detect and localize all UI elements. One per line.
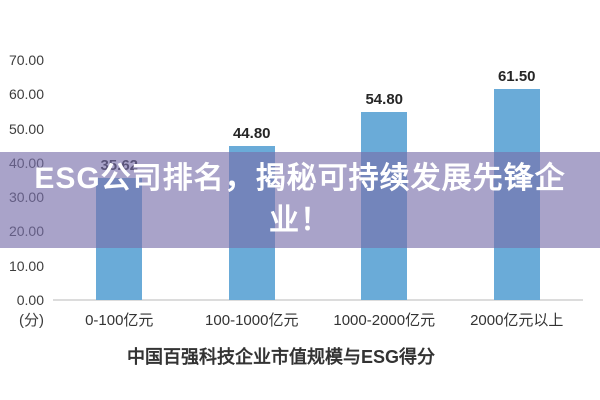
bar-value-label: 54.80 xyxy=(365,91,404,109)
bar-value-label: 61.50 xyxy=(497,68,536,86)
y-axis-tick-label: 70.00 xyxy=(8,52,44,68)
y-axis-tick-label: 0.00 xyxy=(16,292,44,308)
y-axis-tick-label: 50.00 xyxy=(8,120,44,137)
chart-title: 中国百强科技企业市值规模与ESG得分 xyxy=(126,347,435,367)
bar-value-label: 44.80 xyxy=(232,125,271,143)
x-axis-label: 0-100亿元 xyxy=(85,312,154,329)
x-axis-label: 100-1000亿元 xyxy=(205,312,299,329)
x-axis-label: 1000-2000亿元 xyxy=(333,312,436,329)
y-axis-tick-label: 60.00 xyxy=(8,86,44,103)
headline-banner-overlay: ESG公司排名，揭秘可持续发展先锋企 业！ xyxy=(0,152,600,248)
x-axis-label: 2000亿元以上 xyxy=(470,312,564,329)
x-axis-line xyxy=(53,299,583,301)
headline-text-line: 业！ xyxy=(269,204,331,237)
headline-text-line: ESG公司排名，揭秘可持续发展先锋企 xyxy=(34,162,566,195)
y-axis-tick-label: 10.00 xyxy=(8,257,44,274)
y-axis-unit-label: (分) xyxy=(19,312,44,329)
